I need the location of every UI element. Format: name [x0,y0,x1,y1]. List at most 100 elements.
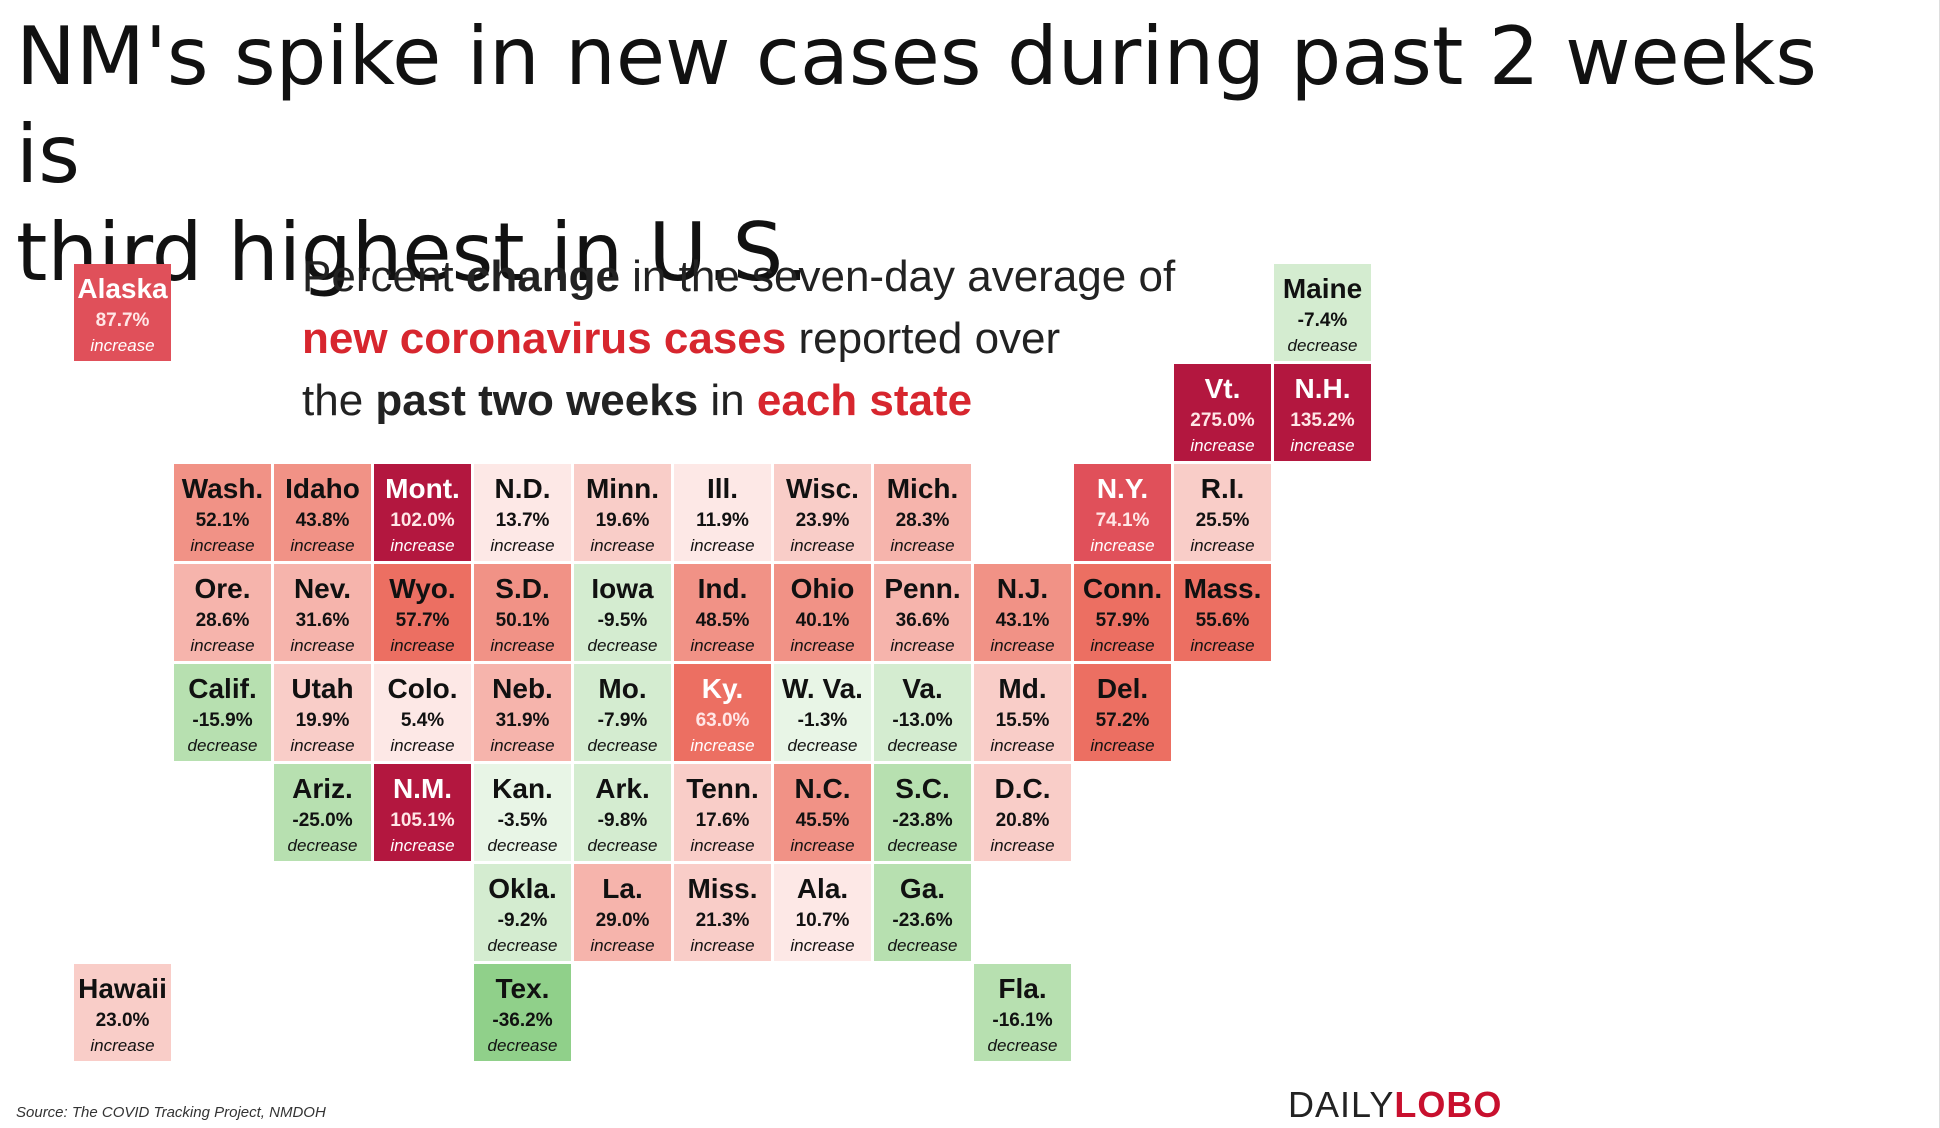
state-direction: increase [690,736,755,755]
state-tile-idaho: Idaho 43.8% increase [274,464,371,561]
state-name: N.H. [1294,373,1351,404]
state-direction: increase [1090,536,1155,555]
state-name: N.M. [392,773,453,804]
state-tile-miss: Miss. 21.3% increase [674,864,771,961]
slide-title: NM's spike in new cases during past 2 we… [16,10,1817,299]
state-name: Utah [291,673,354,704]
subtitle-text: the [302,376,376,425]
state-name: Minn. [585,473,660,504]
state-tile-conn: Conn. 57.9% increase [1074,564,1171,661]
state-direction: increase [390,636,455,655]
state-percent: 40.1% [795,610,850,631]
state-direction: decrease [587,836,658,855]
state-direction: decrease [487,836,558,855]
state-tile-nev: Nev. 31.6% increase [274,564,371,661]
source-note: Source: The COVID Tracking Project, NMDO… [16,1104,326,1121]
state-tile-calif: Calif. -15.9% decrease [174,664,271,761]
state-percent: -13.0% [892,710,953,731]
state-direction: increase [790,636,855,655]
state-tile-s-c: S.C. -23.8% decrease [874,764,971,861]
state-name: Fla. [998,973,1047,1004]
state-tile-tenn: Tenn. 17.6% increase [674,764,771,861]
state-name: R.I. [1200,473,1245,504]
state-tile-ark: Ark. -9.8% decrease [574,764,671,861]
state-direction: increase [890,636,955,655]
state-tile-n-d: N.D. 13.7% increase [474,464,571,561]
state-percent: 23.0% [95,1010,150,1031]
state-tile-minn: Minn. 19.6% increase [574,464,671,561]
state-tile-penn: Penn. 36.6% increase [874,564,971,661]
state-percent: -23.6% [892,910,953,931]
state-direction: increase [890,536,955,555]
state-tile-del: Del. 57.2% increase [1074,664,1171,761]
state-direction: increase [290,536,355,555]
state-tile-wisc: Wisc. 23.9% increase [774,464,871,561]
state-tile-maine: Maine -7.4% decrease [1274,264,1371,361]
state-percent: 74.1% [1095,510,1150,531]
state-percent: 36.6% [895,610,950,631]
state-tile-kan: Kan. -3.5% decrease [474,764,571,861]
state-direction: increase [1190,636,1255,655]
state-name: N.C. [794,773,851,804]
state-tile-w-va: W. Va. -1.3% decrease [774,664,871,761]
state-name: S.C. [895,773,950,804]
state-percent: 31.6% [295,610,350,631]
state-tile-wash: Wash. 52.1% increase [174,464,271,561]
state-name: Idaho [285,473,360,504]
state-direction: decrease [887,736,958,755]
state-name: Ky. [701,673,744,704]
state-tile-n-y: N.Y. 74.1% increase [1074,464,1171,561]
state-tile-wyo: Wyo. 57.7% increase [374,564,471,661]
state-direction: decrease [287,836,358,855]
state-direction: increase [1190,536,1255,555]
state-percent: 105.1% [390,810,455,831]
subtitle-highlight: each state [756,376,973,425]
state-percent: 25.5% [1195,510,1250,531]
state-tile-ore: Ore. 28.6% increase [174,564,271,661]
state-percent: -9.8% [597,810,648,831]
logo-part-1: DAILY [1288,1084,1395,1125]
state-direction: increase [190,536,255,555]
state-percent: 23.9% [795,510,850,531]
state-direction: increase [1090,636,1155,655]
logo-part-2: LOBO [1394,1084,1503,1125]
state-direction: increase [690,936,755,955]
state-direction: increase [790,536,855,555]
state-name: Maine [1282,273,1363,304]
subtitle-emphasis: past two weeks [375,376,699,425]
state-name: Neb. [492,673,553,704]
state-name: Ga. [899,873,946,904]
state-direction: decrease [787,736,858,755]
state-name: Md. [998,673,1047,704]
state-tile-ohio: Ohio 40.1% increase [774,564,871,661]
state-direction: increase [590,536,655,555]
state-percent: 15.5% [995,710,1050,731]
subtitle-highlight: new coronavirus cases [302,314,787,363]
state-direction: increase [1090,736,1155,755]
state-tile-okla: Okla. -9.2% decrease [474,864,571,961]
state-tile-va: Va. -13.0% decrease [874,664,971,761]
state-percent: 13.7% [495,510,550,531]
state-percent: 17.6% [695,810,750,831]
state-percent: 50.1% [495,610,550,631]
state-tile-fla: Fla. -16.1% decrease [974,964,1071,1061]
state-name: Ohio [790,573,855,604]
state-tile-ga: Ga. -23.6% decrease [874,864,971,961]
subtitle-text: in [698,376,757,425]
state-direction: decrease [487,936,558,955]
state-direction: increase [190,636,255,655]
state-tile-md: Md. 15.5% increase [974,664,1071,761]
state-tile-alaska: Alaska 87.7% increase [74,264,171,361]
state-name: Wyo. [389,573,456,604]
state-direction: decrease [987,1036,1058,1055]
state-name: Ariz. [292,773,353,804]
state-name: Hawaii [78,973,167,1004]
state-percent: -3.5% [497,810,548,831]
state-direction: decrease [887,836,958,855]
state-tile-vt: Vt. 275.0% increase [1174,364,1271,461]
state-tile-utah: Utah 19.9% increase [274,664,371,761]
state-percent: 19.9% [295,710,350,731]
state-name: Vt. [1204,373,1241,404]
state-tile-colo: Colo. 5.4% increase [374,664,471,761]
state-percent: 52.1% [195,510,250,531]
